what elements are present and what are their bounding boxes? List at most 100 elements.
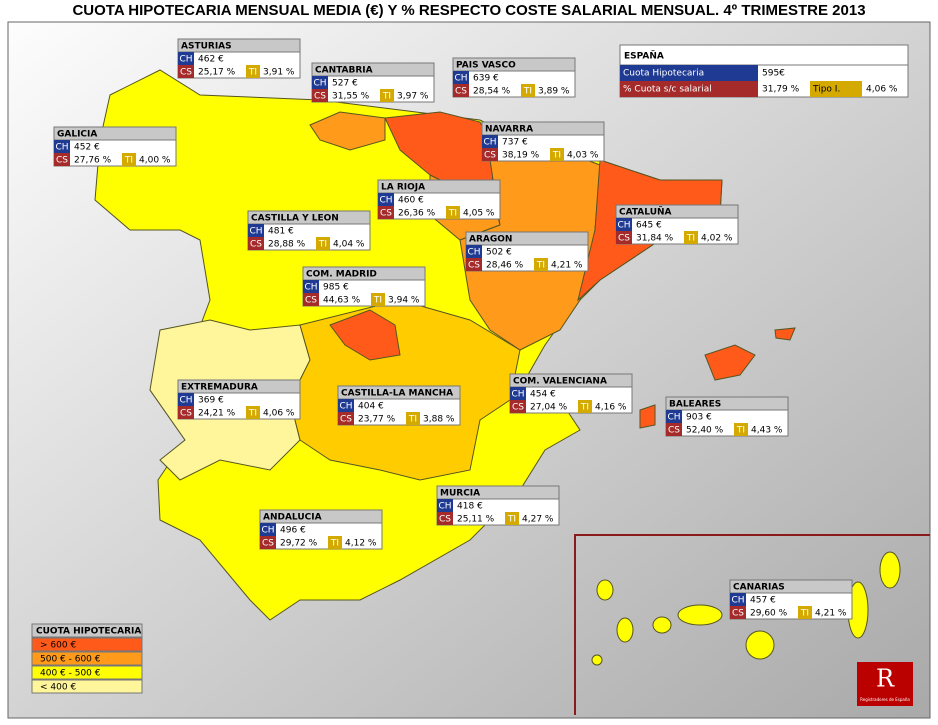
mallorca-shape bbox=[704, 344, 756, 381]
ch-value: 418 € bbox=[457, 502, 483, 512]
cs-tag bbox=[466, 258, 482, 271]
ch-tag bbox=[178, 52, 194, 65]
ch-tag bbox=[466, 245, 482, 258]
cs-value: 26,36 % bbox=[398, 209, 436, 219]
ti-tag bbox=[122, 153, 136, 166]
region-box: CANARIAS CH 457 € CS 29,60 % TI 4,21 % bbox=[729, 579, 853, 620]
canarias-inset bbox=[574, 534, 930, 715]
region-name: CATALUÑA bbox=[619, 207, 672, 218]
region-box: CASTILLA Y LEON CH 481 € CS 28,88 % TI 4,04 % bbox=[247, 210, 371, 251]
ch-label: CH bbox=[379, 196, 392, 206]
cs-label: CS bbox=[180, 68, 192, 78]
box-body bbox=[177, 392, 301, 420]
ti-value: 4,06 % bbox=[263, 409, 295, 419]
spain-label: Tipo I. bbox=[812, 85, 840, 95]
legend-header bbox=[31, 623, 143, 638]
spain-title: ESPAÑA bbox=[624, 51, 664, 62]
cs-value: 25,11 % bbox=[457, 515, 495, 525]
region-box: EXTREMADURA CH 369 € CS 24,21 % TI 4,06 % bbox=[177, 379, 301, 420]
region-box: ASTURIAS CH 462 € CS 25,17 % TI 3,91 % bbox=[177, 38, 301, 79]
ch-label: CH bbox=[313, 79, 326, 89]
ch-label: CH bbox=[454, 74, 467, 84]
ti-tag bbox=[371, 293, 385, 306]
logo bbox=[857, 662, 913, 706]
ti-tag bbox=[246, 65, 260, 78]
ch-tag bbox=[338, 399, 354, 412]
page-title: CUOTA HIPOTECARIA MENSUAL MEDIA (€) Y % … bbox=[72, 2, 865, 19]
ch-tag bbox=[453, 71, 469, 84]
island bbox=[745, 630, 775, 660]
region-name: GALICIA bbox=[57, 130, 97, 140]
cs-value: 28,46 % bbox=[486, 261, 524, 271]
region-name: LA RIOJA bbox=[381, 183, 425, 193]
ti-label: TI bbox=[382, 92, 391, 102]
region-name: CANTABRIA bbox=[315, 66, 373, 76]
ti-value: 4,00 % bbox=[139, 156, 171, 166]
ch-tag bbox=[303, 280, 319, 293]
ch-tag bbox=[378, 193, 394, 206]
cs-value: 25,17 % bbox=[198, 68, 236, 78]
spain-label-bg bbox=[810, 81, 862, 97]
spain-label-bg bbox=[620, 65, 758, 81]
cs-tag bbox=[178, 406, 194, 419]
ti-label: TI bbox=[248, 68, 257, 78]
ti-tag bbox=[246, 406, 260, 419]
ti-label: TI bbox=[800, 609, 809, 619]
cs-tag bbox=[378, 206, 394, 219]
region-name: NAVARRA bbox=[485, 125, 533, 135]
cs-value: 28,54 % bbox=[473, 87, 511, 97]
ch-label: CH bbox=[667, 413, 680, 423]
legend-item: 500 € - 600 € bbox=[40, 655, 101, 665]
ch-value: 452 € bbox=[74, 143, 100, 153]
ti-label: TI bbox=[580, 403, 589, 413]
cs-value: 52,40 % bbox=[686, 426, 724, 436]
ti-value: 4,03 % bbox=[567, 151, 599, 161]
region-box: MURCIA CH 418 € CS 25,11 % TI 4,27 % bbox=[436, 485, 560, 526]
region-name: ASTURIAS bbox=[181, 42, 232, 52]
cs-tag bbox=[510, 400, 526, 413]
island bbox=[596, 579, 614, 601]
ch-tag bbox=[510, 387, 526, 400]
cs-value: 27,76 % bbox=[74, 156, 112, 166]
ch-value: 481 € bbox=[268, 227, 294, 237]
spain-value: 31,79 % bbox=[762, 85, 800, 95]
region-box: CATALUÑA CH 645 € CS 31,84 % TI 4,02 % bbox=[615, 204, 739, 245]
legend-swatch bbox=[31, 637, 143, 652]
cs-tag bbox=[54, 153, 70, 166]
ch-value: 404 € bbox=[358, 402, 384, 412]
cs-label: CS bbox=[468, 261, 480, 271]
cs-value: 28,88 % bbox=[268, 240, 306, 250]
ch-tag bbox=[482, 135, 498, 148]
cs-tag bbox=[248, 237, 264, 250]
canarias-shapes bbox=[591, 551, 901, 666]
spain-label: Cuota Hipotecaria bbox=[623, 69, 704, 79]
ch-value: 462 € bbox=[198, 55, 224, 65]
ch-tag bbox=[248, 224, 264, 237]
cs-value: 27,04 % bbox=[530, 403, 568, 413]
ti-value: 4,21 % bbox=[815, 609, 847, 619]
region-box: NAVARRA CH 737 € CS 38,19 % TI 4,03 % bbox=[481, 121, 605, 162]
ti-label: TI bbox=[736, 426, 745, 436]
cs-value: 24,21 % bbox=[198, 409, 236, 419]
ti-label: TI bbox=[507, 515, 516, 525]
ch-tag bbox=[178, 393, 194, 406]
ti-label: TI bbox=[448, 209, 457, 219]
ti-label: TI bbox=[552, 151, 561, 161]
region-name: COM. MADRID bbox=[306, 270, 377, 280]
ti-value: 4,43 % bbox=[751, 426, 783, 436]
madrid-shape bbox=[329, 309, 401, 361]
ti-value: 4,12 % bbox=[345, 539, 377, 549]
ch-label: CH bbox=[249, 227, 262, 237]
box-body bbox=[436, 498, 560, 526]
ti-value: 4,02 % bbox=[701, 234, 733, 244]
cs-label: CS bbox=[262, 539, 274, 549]
cs-tag bbox=[338, 412, 354, 425]
region-name: CASTILLA Y LEON bbox=[251, 214, 339, 224]
cs-tag bbox=[312, 89, 328, 102]
ch-tag bbox=[54, 140, 70, 153]
legend-item: > 600 € bbox=[40, 641, 76, 651]
ti-value: 3,88 % bbox=[423, 415, 455, 425]
cs-tag bbox=[437, 512, 453, 525]
region-name: EXTREMADURA bbox=[181, 383, 258, 393]
